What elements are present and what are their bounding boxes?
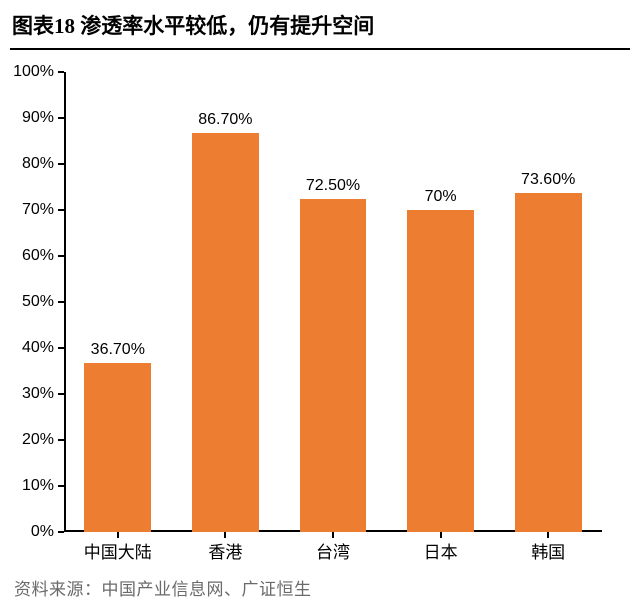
y-axis-label: 20%: [22, 431, 54, 449]
x-axis-labels: 中国大陆 香港 台湾 日本 韩国: [64, 534, 602, 564]
chart-area: 0%10%20%30%40%50%60%70%80%90%100%36.70%8…: [64, 72, 602, 532]
y-tick: [58, 347, 64, 349]
x-category-label: 香港: [208, 538, 242, 563]
y-tick: [58, 393, 64, 395]
bar: [515, 193, 582, 532]
y-tick: [58, 531, 64, 533]
y-tick: [58, 117, 64, 119]
y-axis-label: 50%: [22, 293, 54, 311]
y-axis-label: 70%: [22, 201, 54, 219]
title-underline: [10, 48, 630, 50]
chart-title: 图表18 渗透率水平较低，仍有提升空间: [0, 0, 640, 48]
bar-value-label: 72.50%: [306, 177, 360, 195]
bar: [300, 199, 367, 533]
y-tick: [58, 209, 64, 211]
y-tick: [58, 71, 64, 73]
bar: [407, 210, 474, 532]
y-axis-label: 80%: [22, 155, 54, 173]
y-axis-label: 60%: [22, 247, 54, 265]
y-tick: [58, 301, 64, 303]
y-tick: [58, 439, 64, 441]
y-tick: [58, 163, 64, 165]
y-axis-label: 90%: [22, 109, 54, 127]
y-axis-label: 10%: [22, 477, 54, 495]
x-category-label: 台湾: [316, 538, 350, 563]
x-category-label: 韩国: [531, 538, 565, 563]
source-text: 资料来源：中国产业信息网、广证恒生: [14, 575, 312, 600]
bar-value-label: 73.60%: [521, 171, 575, 189]
y-axis-label: 100%: [13, 63, 54, 81]
x-category-label: 中国大陆: [84, 538, 152, 563]
y-axis-label: 30%: [22, 385, 54, 403]
bar-value-label: 70%: [425, 188, 457, 206]
y-tick: [58, 485, 64, 487]
y-tick: [58, 255, 64, 257]
y-axis-label: 40%: [22, 339, 54, 357]
bar-value-label: 36.70%: [91, 341, 145, 359]
bar: [84, 363, 151, 532]
x-category-label: 日本: [424, 538, 458, 563]
y-axis-label: 0%: [31, 523, 54, 541]
bar-value-label: 86.70%: [198, 111, 252, 129]
bar: [192, 133, 259, 532]
figure: 图表18 渗透率水平较低，仍有提升空间 0%10%20%30%40%50%60%…: [0, 0, 640, 610]
